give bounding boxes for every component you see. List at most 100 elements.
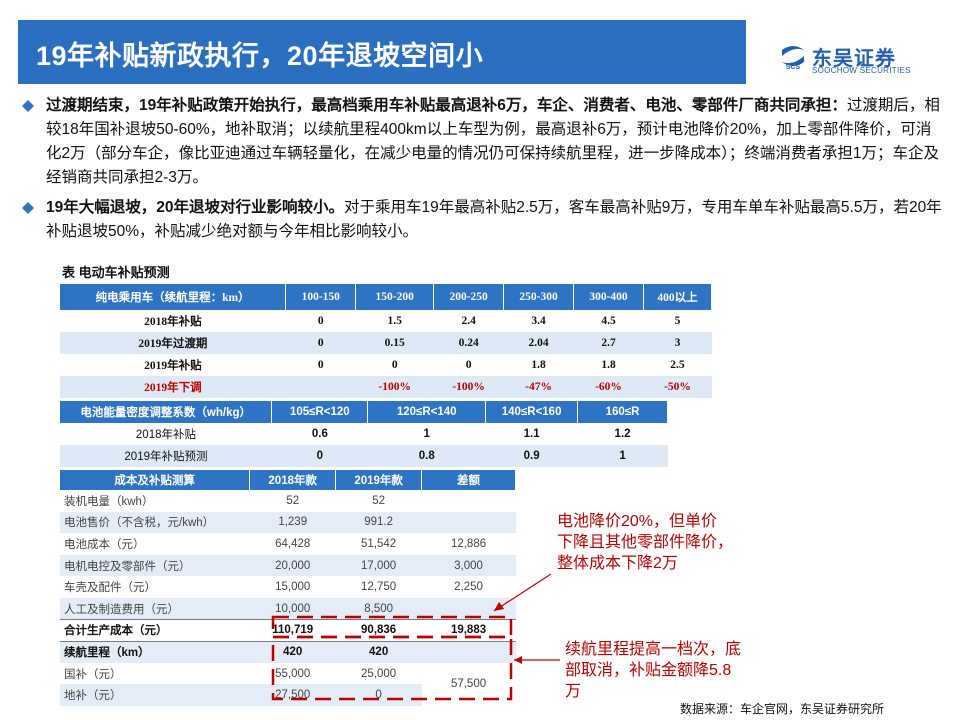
table-cell: 1 [577, 445, 668, 467]
bullet-2-bold: 19年大幅退坡，20年退坡对行业影响较小。 [46, 199, 344, 216]
table-header-cell: 300-400 [573, 284, 644, 310]
cost-subsidy-table: 成本及补贴测算 2018年款 2019年款 差额 装机电量（kwh） 52 52 电… [60, 470, 516, 706]
table-row: 2019年下调 -100% -100% -47% -60% -50% [60, 376, 712, 398]
table-cell: 2.5 [670, 359, 685, 371]
diamond-bullet-icon [22, 202, 34, 214]
table-header-cell: 差额 [421, 470, 516, 490]
table-cell: 2019年补贴预测 [60, 445, 272, 467]
subsidy-table: 纯电乘用车（续航里程：km） 100-150 150-200 200-250 2… [60, 284, 713, 398]
logo-name-cn: 东吴证券 [812, 48, 896, 70]
table-row: 续航里程（km） 420 420 [60, 640, 516, 663]
table-row: 2018年补贴 0.6 1 1.1 1.2 [60, 423, 668, 445]
table-row: 2019年补贴 0 0 0 1.8 1.8 2.5 [60, 354, 712, 376]
table-header-cell: 100-150 [285, 284, 357, 310]
table-cell: 0.6 [311, 428, 328, 440]
table-header-cell: 2019年款 [335, 470, 423, 490]
table-header-cell: 150-200 [355, 284, 435, 310]
table-cell: 420 [249, 640, 336, 663]
table-cell: 4.5 [601, 315, 616, 327]
table-cell: 2019年补贴 [144, 360, 202, 372]
table-header-cell: 250-300 [503, 284, 575, 310]
table-cell: 991.2 [335, 511, 422, 534]
table-cell: 2.4 [461, 315, 476, 327]
table-cell: 12,886 [450, 537, 487, 550]
table-cell: 合计生产成本（元） [60, 619, 250, 642]
table-cell: 19,883 [421, 619, 516, 642]
table-cell: 90,836 [335, 619, 422, 642]
table-cell: 64,428 [275, 537, 311, 550]
table-cell: 2018年补贴 [144, 316, 202, 328]
table-cell: 27,500 [249, 684, 336, 706]
table-cell: -100% [355, 376, 434, 398]
table-cell: 3 [643, 332, 712, 354]
table-cell: 20,000 [249, 554, 336, 577]
table-cell [421, 640, 516, 663]
table-row: 电机电控及零部件（元） 20,000 17,000 3,000 [60, 554, 516, 577]
table-header-cell: 成本及补贴测算 [60, 470, 251, 490]
table-cell: 5 [674, 315, 681, 327]
table-row: 2018年补贴 0 1.5 2.4 3.4 4.5 5 [60, 310, 712, 332]
table-header-cell: 电池能量密度调整系数（wh/kg） [60, 401, 273, 423]
table-header-cell: 2018年款 [249, 470, 337, 490]
table-cell: 2,250 [454, 581, 483, 594]
bullet-2: 19年大幅退坡，20年退坡对行业影响较小。对于乘用车19年最高补贴2.5万，客车… [22, 196, 952, 244]
table-cell: 52 [372, 494, 386, 507]
table-cell: 0 [317, 315, 324, 327]
table-cell: 2.7 [573, 332, 644, 354]
table-cell [421, 511, 516, 534]
table-cell: -50% [643, 376, 712, 398]
bullet-1-text: 过渡期后，相较18年国补退坡50-60%，地补取消；以续航里程400km以上车型… [46, 97, 940, 186]
table-cell: 1,239 [249, 511, 336, 534]
table-header-row: 电池能量密度调整系数（wh/kg） 105≤R<120 120≤R<140 14… [60, 401, 668, 423]
table-cell: 2018年补贴 [135, 429, 196, 441]
table-row: 2019年过渡期 0 0.15 0.24 2.04 2.7 3 [60, 332, 712, 354]
table-row: 车壳及配件（元） 15,000 12,750 2,250 [60, 576, 516, 598]
table-cell: 装机电量（kwh） [64, 495, 154, 508]
table-cell: 1.5 [387, 315, 402, 327]
bullet-2-text: 对于乘用车19年最高补贴2.5万，客车最高补贴9万，专用车单车补贴最高5.5万，… [46, 199, 942, 240]
table-cell: 25,000 [361, 667, 397, 680]
data-source: 数据来源：车企官网，东吴证券研究所 [680, 702, 885, 716]
table-header-cell: 105≤R<120 [271, 401, 369, 423]
table-cell: 1 [423, 428, 430, 440]
table-header-cell: 400以上 [643, 284, 713, 310]
table-cell: 0 [317, 359, 324, 371]
table-cell: 1.8 [531, 359, 546, 371]
bullet-1-bold: 过渡期结束，19年补贴政策开始执行，最高档乘用车补贴最高退补6万，车企、消费者、… [46, 97, 847, 114]
table-cell: 17,000 [335, 554, 422, 577]
table-cell: 0.24 [433, 332, 504, 354]
table-row: 合计生产成本（元） 110,719 90,836 19,883 [60, 619, 516, 642]
table-cell: 0 [285, 332, 356, 354]
table-cell: 电机电控及零部件（元） [60, 554, 250, 577]
table-header-cell: 200-250 [433, 284, 505, 310]
table-header-cell: 140≤R<160 [485, 401, 579, 423]
table-cell [421, 597, 516, 620]
table-cell: 10,000 [249, 597, 336, 620]
table-cell: 1.1 [523, 428, 540, 440]
table-cell: 2.04 [503, 332, 574, 354]
table-cell: 2019年过渡期 [60, 332, 286, 354]
table-cell: 车壳及配件（元） [64, 582, 156, 595]
table-header-cell: 160≤R [577, 401, 668, 423]
table-cell: 3.4 [531, 315, 546, 327]
company-logo: SCS 东吴证券 SOOCHOW SECURITIES [778, 42, 948, 78]
table-cell: 0 [465, 359, 472, 371]
table-cell: 0.15 [355, 332, 434, 354]
table-cell: 电池成本（元） [64, 538, 145, 551]
table-header-row: 成本及补贴测算 2018年款 2019年款 差额 [60, 470, 516, 490]
table-cell: 12,750 [361, 581, 397, 594]
annotation-cost-reduction: 电池降价20%，但单价下降且其他零部件降价，整体成本下降2万 [557, 513, 734, 572]
table-header-cell: 纯电乘用车（续航里程：km） [60, 284, 287, 310]
table-cell: 52 [286, 494, 300, 507]
diamond-bullet-icon [22, 100, 34, 112]
table-cell: -47% [503, 376, 574, 398]
table-cell: 人工及制造费用（元） [60, 597, 250, 620]
table-cell: 420 [335, 640, 422, 663]
table-header-cell: 120≤R<140 [367, 401, 487, 423]
table-cell: 1.2 [614, 428, 631, 440]
table-cell: 国补（元） [64, 668, 122, 681]
table-caption: 表 电动车补贴预测 [62, 265, 170, 280]
logo-name-en: SOOCHOW SECURITIES [812, 66, 911, 75]
table-cell: 1.8 [601, 359, 616, 371]
subsidy-diff-cell: 57,500 [450, 678, 487, 691]
